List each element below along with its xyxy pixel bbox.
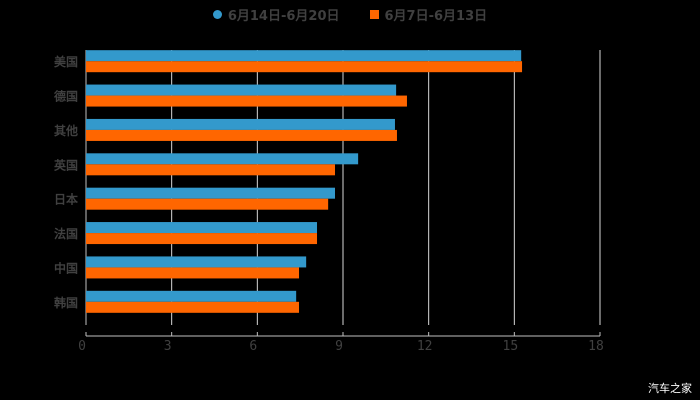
x-tick-label: 15 bbox=[503, 339, 519, 354]
bar[interactable] bbox=[86, 301, 300, 313]
watermark: 汽车之家 bbox=[648, 382, 692, 395]
bar[interactable] bbox=[86, 222, 318, 234]
bar[interactable] bbox=[86, 233, 318, 245]
y-category-label: 美国 bbox=[54, 54, 78, 69]
legend-label: 6月7日-6月13日 bbox=[384, 8, 488, 24]
bar[interactable] bbox=[86, 61, 523, 73]
bar[interactable] bbox=[86, 118, 395, 130]
x-tick-label: 18 bbox=[588, 339, 604, 354]
bar[interactable] bbox=[86, 153, 359, 165]
x-tick-label: 0 bbox=[78, 339, 86, 354]
x-tick-label: 12 bbox=[417, 339, 433, 354]
bar[interactable] bbox=[86, 187, 336, 199]
legend-item-week1[interactable]: 6月7日-6月13日 bbox=[369, 4, 488, 24]
x-tick-label: 3 bbox=[164, 339, 172, 354]
y-category-label: 中国 bbox=[54, 260, 78, 275]
y-category-label: 德国 bbox=[54, 89, 78, 104]
y-category-label: 韩国 bbox=[54, 295, 78, 310]
bar[interactable] bbox=[86, 267, 300, 279]
circle-marker-icon bbox=[212, 9, 222, 19]
chart-legend: 6月14日-6月20日 6月7日-6月13日 bbox=[0, 4, 700, 24]
square-marker-icon bbox=[369, 9, 379, 19]
y-category-label: 其他 bbox=[54, 123, 78, 138]
bar[interactable] bbox=[86, 198, 329, 210]
bar[interactable] bbox=[86, 84, 397, 96]
bar[interactable] bbox=[86, 129, 397, 141]
x-tick-label: 9 bbox=[335, 339, 343, 354]
y-category-label: 英国 bbox=[54, 157, 78, 172]
bar[interactable] bbox=[86, 290, 297, 302]
legend-label: 6月14日-6月20日 bbox=[227, 8, 340, 24]
y-category-label: 日本 bbox=[54, 192, 78, 207]
bar[interactable] bbox=[86, 95, 407, 107]
bar[interactable] bbox=[86, 256, 307, 268]
bar[interactable] bbox=[86, 164, 336, 176]
x-tick-label: 6 bbox=[249, 339, 257, 354]
legend-item-week2[interactable]: 6月14日-6月20日 bbox=[212, 4, 340, 24]
bar[interactable] bbox=[86, 50, 522, 62]
y-category-label: 法国 bbox=[54, 226, 78, 241]
